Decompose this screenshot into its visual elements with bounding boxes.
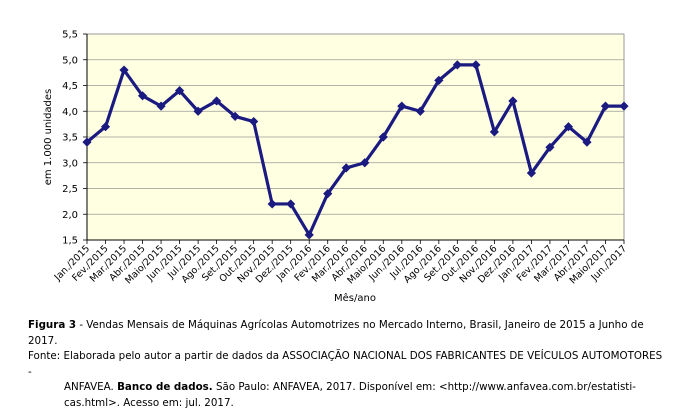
caption-title: Figura 3 - Vendas Mensais de Máquinas Ag… bbox=[28, 318, 668, 349]
source-availability: São Paulo: ANFAVEA, 2017. Disponível em:… bbox=[213, 381, 636, 393]
figure-text: - Vendas Mensais de Máquinas Agrícolas A… bbox=[28, 319, 644, 347]
y-tick-label: 5,5 bbox=[62, 30, 78, 41]
source-line-2: ANFAVEA. Banco de dados. São Paulo: ANFA… bbox=[28, 380, 668, 396]
figure-label: Figura 3 bbox=[28, 319, 76, 331]
y-tick-label: 4,0 bbox=[62, 107, 78, 118]
y-tick-label: 2,0 bbox=[62, 210, 78, 221]
source-line-1: Fonte: Elaborada pelo autor a partir de … bbox=[28, 349, 668, 380]
y-tick-label: 5,0 bbox=[62, 55, 78, 66]
source-line-3: cas.html>. Acesso em: jul. 2017. bbox=[28, 396, 668, 411]
x-axis-label: Mês/ano bbox=[334, 292, 376, 304]
y-tick-label: 4,5 bbox=[62, 81, 78, 92]
y-tick-label: 2,5 bbox=[62, 184, 78, 195]
y-tick-label: 3,0 bbox=[62, 158, 78, 169]
source-banco-de-dados: Banco de dados. bbox=[117, 381, 213, 393]
y-tick-label: 1,5 bbox=[62, 236, 78, 247]
y-tick-label: 3,5 bbox=[62, 133, 78, 144]
figure-caption: Figura 3 - Vendas Mensais de Máquinas Ag… bbox=[28, 318, 668, 411]
source-anfavea: ANFAVEA. bbox=[64, 381, 117, 393]
line-chart: 1,52,02,53,03,54,04,55,05,5 Jan./2015Fev… bbox=[0, 0, 679, 310]
y-axis-label: em 1.000 unidades bbox=[43, 89, 54, 186]
